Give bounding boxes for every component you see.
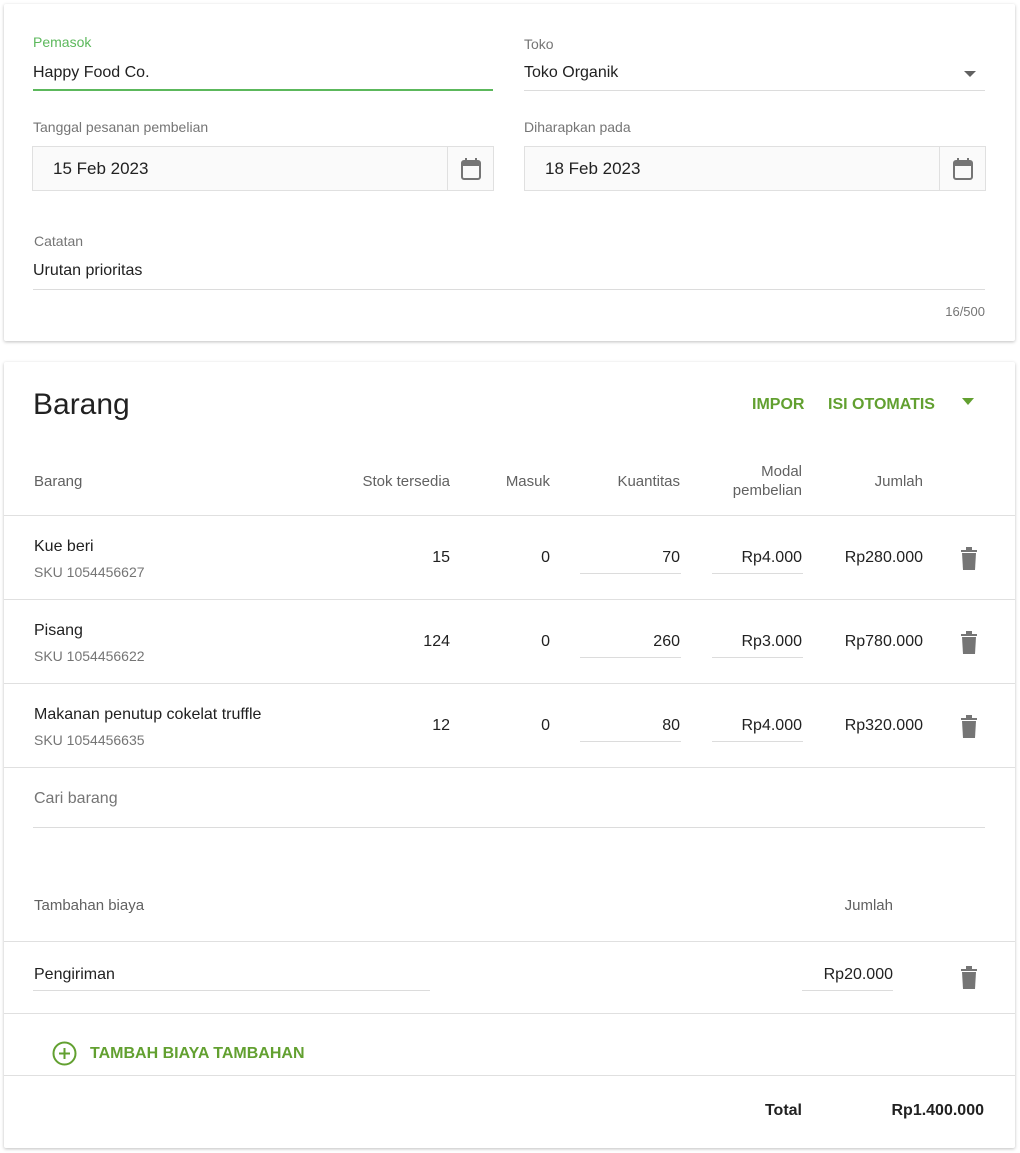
- cost-input[interactable]: Rp3.000: [741, 633, 803, 650]
- divider: [4, 941, 1015, 942]
- cost-amount-input[interactable]: Rp20.000: [823, 966, 893, 983]
- items-card: Barang IMPOR ISI OTOMATIS Barang Stok te…: [4, 362, 1015, 1148]
- item-sku: SKU 1054456622: [34, 648, 145, 664]
- notes-underline: [33, 289, 985, 290]
- notes-counter: 16/500: [945, 304, 985, 319]
- quantity-input[interactable]: 260: [653, 633, 680, 650]
- item-amount: Rp780.000: [844, 633, 923, 650]
- cost-name-input[interactable]: Pengiriman: [34, 966, 115, 983]
- autofill-button[interactable]: ISI OTOMATIS: [828, 396, 935, 413]
- add-cost-button[interactable]: TAMBAH BIAYA TAMBAHAN: [52, 1041, 305, 1066]
- expected-date-value: 18 Feb 2023: [545, 159, 641, 178]
- search-items-input[interactable]: Cari barang: [34, 790, 118, 807]
- item-stock: 124: [423, 633, 450, 650]
- item-incoming: 0: [541, 717, 550, 734]
- col-stock: Stok tersedia: [362, 473, 450, 490]
- item-name: Makanan penutup cokelat truffle: [34, 706, 262, 723]
- divider: [4, 683, 1015, 684]
- divider: [4, 515, 1015, 516]
- quantity-underline: [580, 573, 681, 574]
- supplier-label: Pemasok: [33, 34, 92, 50]
- cost-name-underline: [33, 990, 430, 991]
- quantity-underline: [580, 657, 681, 658]
- trash-icon[interactable]: [960, 966, 978, 990]
- search-underline: [33, 827, 985, 828]
- col-cost-line2: pembelian: [732, 482, 802, 499]
- item-stock: 12: [432, 717, 450, 734]
- chevron-down-icon[interactable]: [964, 71, 976, 77]
- order-date-value: 15 Feb 2023: [53, 159, 149, 178]
- divider: [4, 1075, 1015, 1076]
- quantity-input[interactable]: 70: [662, 549, 680, 566]
- total-value: Rp1.400.000: [891, 1102, 984, 1119]
- order-details-card: Pemasok Happy Food Co. Toko Toko Organik…: [4, 4, 1015, 341]
- order-date-field[interactable]: 15 Feb 2023: [32, 146, 494, 191]
- costs-amount-header: Jumlah: [844, 897, 893, 914]
- notes-input[interactable]: Urutan prioritas: [33, 262, 143, 279]
- expected-date-label: Diharapkan pada: [524, 119, 631, 135]
- cost-underline: [712, 741, 803, 742]
- item-sku: SKU 1054456635: [34, 732, 145, 748]
- notes-label: Catatan: [34, 233, 84, 249]
- col-cost: Modal pembelian: [733, 462, 802, 500]
- supplier-underline: [33, 89, 493, 91]
- order-date-label: Tanggal pesanan pembelian: [33, 119, 209, 135]
- table-row: Kue beri SKU 1054456627 15 0 70 Rp4.000 …: [4, 516, 1015, 600]
- expected-date-field[interactable]: 18 Feb 2023: [524, 146, 986, 191]
- items-title: Barang: [33, 388, 130, 421]
- supplier-input[interactable]: Happy Food Co.: [33, 64, 150, 81]
- trash-icon[interactable]: [960, 715, 978, 739]
- store-label: Toko: [524, 36, 554, 52]
- costs-header: Tambahan biaya: [34, 897, 145, 914]
- col-cost-line1: Modal: [761, 463, 802, 480]
- item-amount: Rp320.000: [844, 717, 923, 734]
- autofill-dropdown-icon[interactable]: [962, 398, 974, 405]
- cost-amount-underline: [802, 990, 893, 991]
- col-incoming: Masuk: [505, 473, 550, 490]
- trash-icon[interactable]: [960, 631, 978, 655]
- divider: [4, 767, 1015, 768]
- item-stock: 15: [432, 549, 450, 566]
- col-amount: Jumlah: [874, 473, 923, 490]
- plus-circle-icon: [52, 1041, 77, 1066]
- add-cost-label: TAMBAH BIAYA TAMBAHAN: [90, 1044, 305, 1062]
- divider: [4, 599, 1015, 600]
- cost-input[interactable]: Rp4.000: [741, 549, 803, 566]
- item-name: Kue beri: [34, 538, 94, 555]
- trash-icon[interactable]: [960, 547, 978, 571]
- quantity-underline: [580, 741, 681, 742]
- divider: [4, 1013, 1015, 1014]
- item-name: Pisang: [34, 622, 83, 639]
- cost-input[interactable]: Rp4.000: [741, 717, 803, 734]
- total-label: Total: [764, 1102, 802, 1119]
- cost-underline: [712, 573, 803, 574]
- calendar-icon[interactable]: [939, 147, 985, 190]
- item-incoming: 0: [541, 549, 550, 566]
- col-item: Barang: [34, 473, 83, 490]
- table-row: Makanan penutup cokelat truffle SKU 1054…: [4, 684, 1015, 768]
- store-underline: [524, 90, 985, 91]
- calendar-icon[interactable]: [447, 147, 493, 190]
- quantity-input[interactable]: 80: [662, 717, 680, 734]
- cost-underline: [712, 657, 803, 658]
- item-incoming: 0: [541, 633, 550, 650]
- item-amount: Rp280.000: [844, 549, 923, 566]
- item-sku: SKU 1054456627: [34, 564, 145, 580]
- table-row: Pisang SKU 1054456622 124 0 260 Rp3.000 …: [4, 600, 1015, 684]
- import-button[interactable]: IMPOR: [752, 396, 805, 413]
- col-quantity: Kuantitas: [617, 473, 680, 490]
- store-select[interactable]: Toko Organik: [524, 64, 619, 81]
